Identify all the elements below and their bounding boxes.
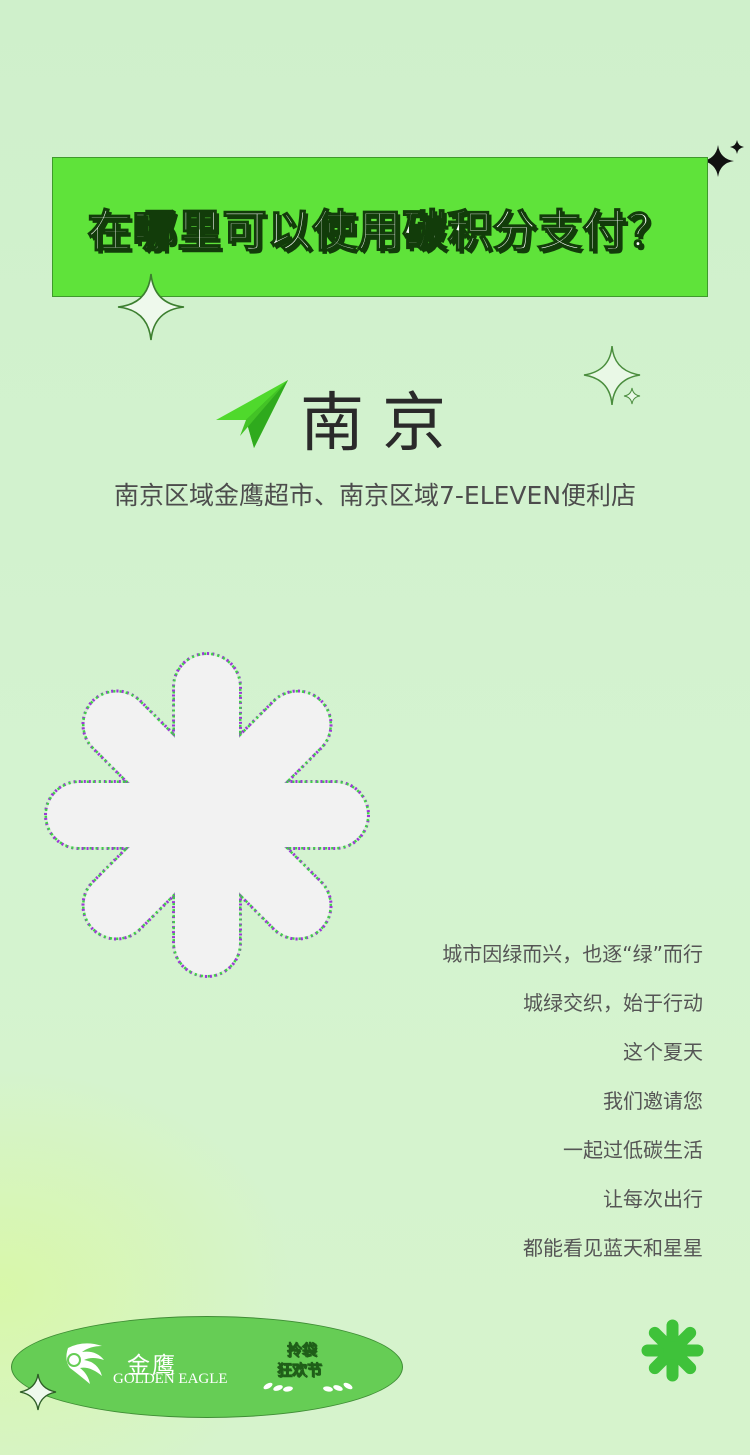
poem-line: 我们邀请您 <box>603 1089 703 1113</box>
sparkle-icon <box>19 1373 57 1411</box>
brand-name-cn: 金鹰 <box>127 1353 177 1379</box>
poem-line: 城绿交织，始于行动 <box>523 991 703 1015</box>
sparkle-icon <box>702 140 744 177</box>
poem: 城市因绿而兴，也逐“绿”而行 城绿交织，始于行动 这个夏天 我们邀请您 一起过低… <box>442 930 703 1273</box>
page-title: 在哪里可以使用碳积分支付？ <box>87 205 673 258</box>
sparkle-icon <box>583 345 641 406</box>
poem-line: 让每次出行 <box>603 1187 703 1211</box>
event-title-line2: 狂欢节 <box>277 1361 323 1380</box>
flower-icon <box>40 648 375 983</box>
flower-icon <box>641 1319 704 1382</box>
location-list: 南京区域金鹰超市、南京区域7-ELEVEN便利店 <box>113 481 637 510</box>
poem-line: 城市因绿而兴，也逐“绿”而行 <box>442 942 703 966</box>
sparkle-icon <box>623 387 641 405</box>
poem-line: 一起过低碳生活 <box>563 1138 703 1162</box>
poem-line: 这个夏天 <box>623 1040 703 1064</box>
event-title-line1: 拎袋 <box>287 1341 318 1360</box>
laurel-icon <box>263 1382 353 1392</box>
brand-name-en: GOLDEN EAGLE <box>113 1371 228 1387</box>
golden-eagle-logo-icon <box>66 1343 104 1384</box>
poem-line: 都能看见蓝天和星星 <box>523 1236 703 1260</box>
sparkle-icon <box>117 273 185 341</box>
title-banner: 在哪里可以使用碳积分支付？ <box>52 157 708 297</box>
paper-plane-icon <box>216 380 288 448</box>
city-name: 南京 <box>300 387 464 461</box>
